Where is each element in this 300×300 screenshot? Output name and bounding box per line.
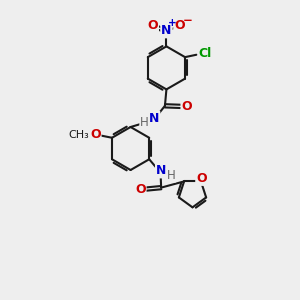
Text: O: O xyxy=(90,128,101,141)
Text: O: O xyxy=(135,183,146,196)
Text: N: N xyxy=(149,112,159,125)
Text: Cl: Cl xyxy=(199,47,212,60)
Text: N: N xyxy=(156,164,166,177)
Text: H: H xyxy=(167,169,176,182)
Text: O: O xyxy=(182,100,192,113)
Text: −: − xyxy=(183,14,193,27)
Text: CH₃: CH₃ xyxy=(69,130,89,140)
Text: O: O xyxy=(147,19,158,32)
Text: +: + xyxy=(167,18,176,28)
Text: N: N xyxy=(161,24,172,38)
Text: O: O xyxy=(196,172,207,185)
Text: H: H xyxy=(140,116,149,129)
Text: O: O xyxy=(174,19,185,32)
